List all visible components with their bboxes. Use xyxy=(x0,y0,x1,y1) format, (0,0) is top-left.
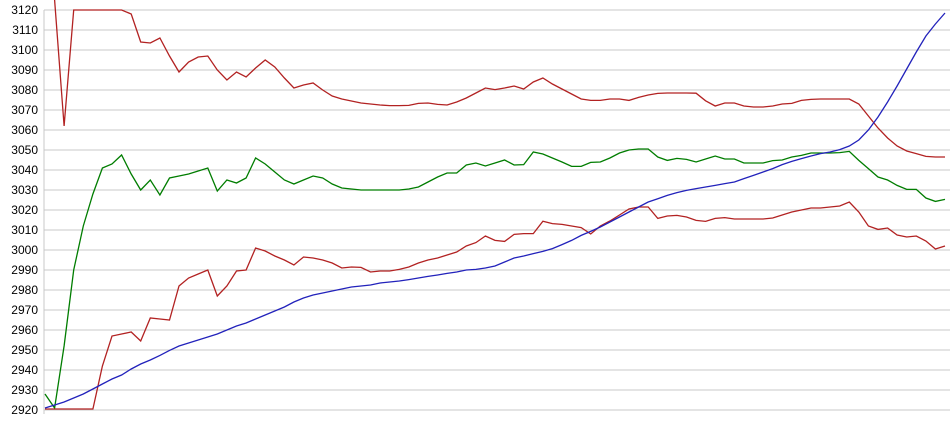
y-axis-tick-label: 3040 xyxy=(11,163,38,177)
series-red-line-upper xyxy=(53,0,945,158)
y-axis-tick-label: 3120 xyxy=(11,3,38,17)
y-axis-tick-label: 3030 xyxy=(11,183,38,197)
y-axis-tick-label: 3050 xyxy=(11,143,38,157)
y-axis-tick-label: 2920 xyxy=(11,403,38,417)
y-axis-tick-label: 3110 xyxy=(12,23,38,37)
y-axis-tick-label: 3060 xyxy=(11,123,38,137)
y-axis-tick-label: 3000 xyxy=(11,243,38,257)
y-axis-tick-label: 2960 xyxy=(11,323,38,337)
y-axis-tick-label: 3090 xyxy=(11,63,38,77)
y-axis-tick-label: 3100 xyxy=(11,43,38,57)
series-red-line-lower xyxy=(45,201,946,410)
y-axis-tick-label: 2980 xyxy=(11,283,38,297)
y-axis-tick-label: 2940 xyxy=(11,363,38,377)
y-axis-tick-label: 2950 xyxy=(11,343,38,357)
y-axis-tick-label: 3020 xyxy=(11,203,38,217)
series-blue-line xyxy=(44,12,946,409)
y-axis-tick-label: 3080 xyxy=(11,83,38,97)
y-axis-tick-label: 2970 xyxy=(11,303,38,317)
y-axis-tick-label: 2990 xyxy=(11,263,38,277)
y-axis-tick-label: 3070 xyxy=(11,103,38,117)
y-axis-tick-label: 2930 xyxy=(11,383,38,397)
series-green-line xyxy=(44,148,946,410)
y-axis-tick-label: 3010 xyxy=(11,223,38,237)
